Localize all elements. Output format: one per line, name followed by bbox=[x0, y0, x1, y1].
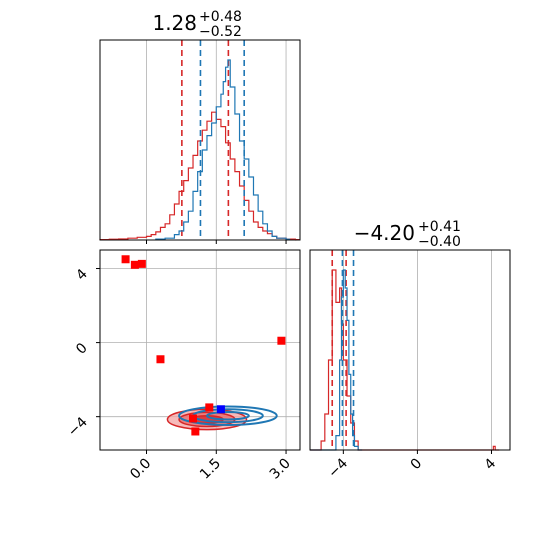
tick-label-2d-x-0: 0.0 bbox=[127, 456, 154, 483]
marker-red-square-0 bbox=[121, 255, 130, 264]
title-param-0-sup: +0.48 bbox=[199, 9, 242, 25]
tick-label-hist1-x-0: −4 bbox=[325, 455, 351, 481]
title-param-1-sub: −0.40 bbox=[418, 234, 461, 250]
tick-label-2d-y-1: 0 bbox=[73, 340, 91, 358]
marker-red-square-6 bbox=[205, 403, 214, 412]
title-param-0: 1.28 +0.48 −0.52 bbox=[152, 9, 241, 40]
marker-red-square-2 bbox=[137, 259, 146, 268]
panel-frame-scatter2d bbox=[99, 249, 301, 451]
title-param-1-sup: +0.41 bbox=[418, 219, 461, 235]
tick-label-2d-x-2: 3.0 bbox=[267, 456, 294, 483]
marker-red-square-5 bbox=[189, 414, 198, 423]
tick-label-2d-y-0: 4 bbox=[73, 266, 91, 284]
panel-frame-hist1 bbox=[309, 249, 511, 451]
marker-red-square-1 bbox=[130, 260, 139, 269]
marker-red-square-7 bbox=[191, 427, 200, 436]
tick-label-2d-x-1: 1.5 bbox=[197, 456, 224, 483]
contour-blue-level-0 bbox=[178, 405, 278, 427]
panel-frame-hist0 bbox=[99, 39, 301, 241]
histogram-param1-series-0 bbox=[310, 269, 500, 451]
histogram-param1-series-1 bbox=[310, 269, 363, 451]
title-param-1: −4.20 +0.41 −0.40 bbox=[354, 219, 461, 250]
title-param-1-main: −4.20 bbox=[354, 221, 415, 245]
title-param-0-main: 1.28 bbox=[152, 11, 197, 35]
title-param-0-sub: −0.52 bbox=[199, 24, 242, 40]
marker-red-square-3 bbox=[156, 355, 165, 364]
tick-label-2d-y-2: −4 bbox=[65, 414, 91, 440]
ticks-layer: 0.0 1.5 3.0 4 0 −4 −4 0 4 bbox=[65, 240, 499, 483]
marker-red-square-4 bbox=[277, 336, 286, 345]
tick-label-hist1-x-1: 0 bbox=[408, 456, 426, 474]
histogram-param0-series-1 bbox=[155, 59, 291, 241]
contour-blue-level-2 bbox=[205, 411, 250, 421]
tick-label-hist1-x-2: 4 bbox=[482, 455, 500, 473]
histogram-param0-series-0 bbox=[99, 111, 300, 241]
frames-layer bbox=[99, 39, 511, 451]
marker-blue-square bbox=[216, 405, 225, 414]
